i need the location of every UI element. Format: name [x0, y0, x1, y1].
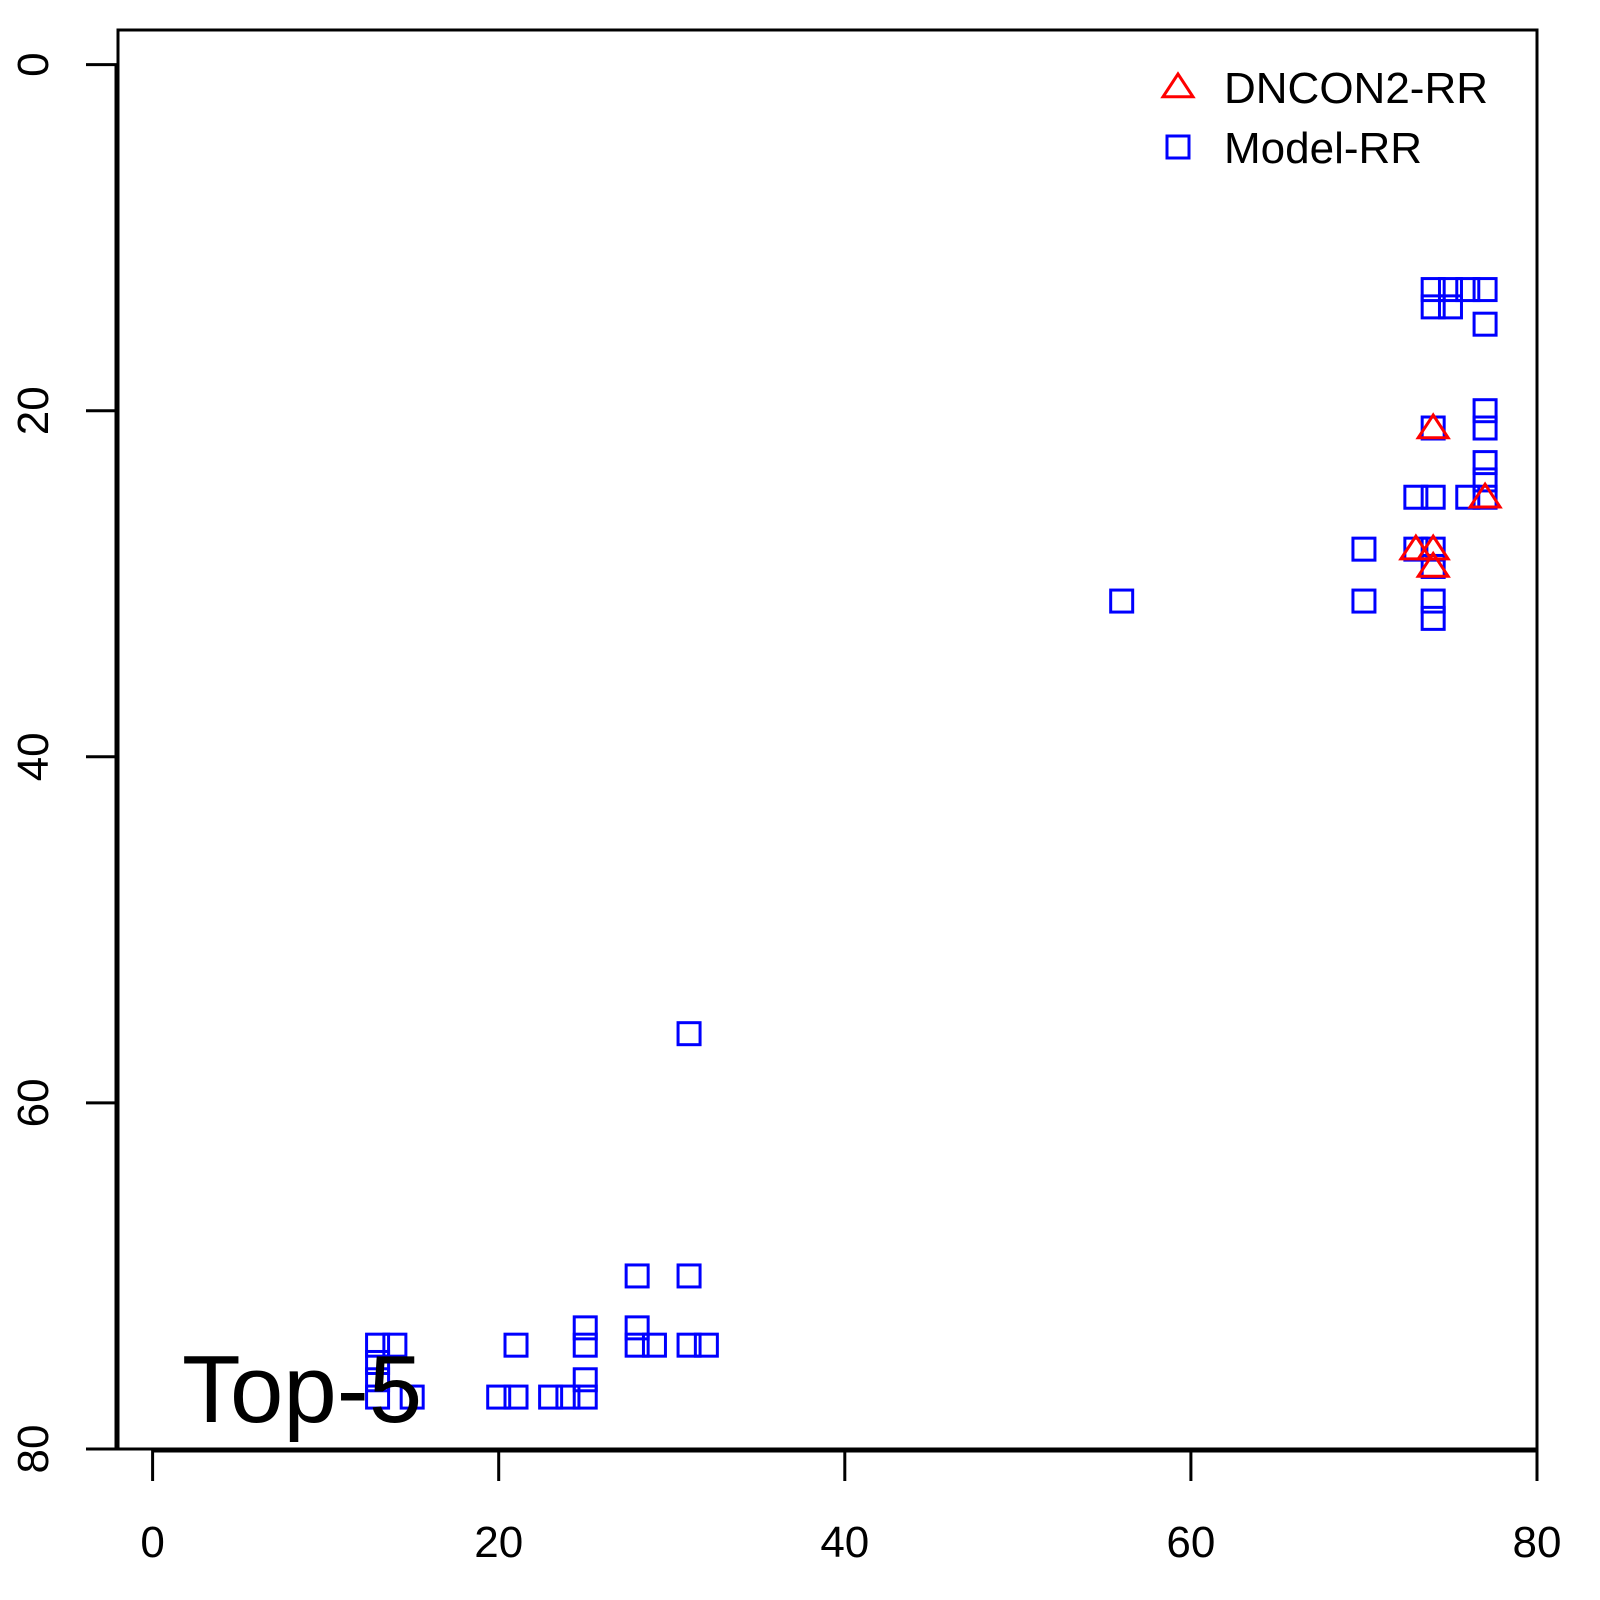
point [503, 1384, 529, 1410]
legend-label: DNCON2-RR [1224, 64, 1488, 113]
point [1467, 481, 1503, 509]
point [1415, 550, 1451, 578]
point [624, 1315, 650, 1341]
point [1420, 484, 1446, 510]
y-tick-label: 20 [9, 386, 58, 435]
point [1420, 605, 1446, 631]
point [1351, 536, 1377, 562]
legend-label: Model-RR [1224, 124, 1422, 173]
point [365, 1367, 391, 1393]
x-tick-label: 80 [1513, 1518, 1562, 1567]
legend-marker [1160, 71, 1196, 99]
y-tick-label: 40 [9, 732, 58, 781]
point [1437, 277, 1463, 303]
point [1109, 588, 1135, 614]
point [572, 1332, 598, 1358]
point [624, 1332, 650, 1358]
y-tick-label: 60 [9, 1078, 58, 1127]
point [1472, 467, 1498, 493]
point [503, 1332, 529, 1358]
point [1420, 277, 1446, 303]
point [1351, 588, 1377, 614]
x-tick-label: 40 [820, 1518, 869, 1567]
x-tick-label: 20 [474, 1518, 523, 1567]
point [1420, 294, 1446, 320]
point [1472, 311, 1498, 337]
annotation: Top-5 [182, 1336, 422, 1443]
plot-frame [116, 28, 1539, 1451]
point [365, 1349, 391, 1375]
point [1420, 588, 1446, 614]
point [1472, 277, 1498, 303]
point [538, 1384, 564, 1410]
point [641, 1332, 667, 1358]
point [624, 1263, 650, 1289]
point [572, 1367, 598, 1393]
point [572, 1384, 598, 1410]
point [1437, 294, 1463, 320]
point [676, 1263, 702, 1289]
x-tick-label: 0 [140, 1518, 164, 1567]
point [1415, 412, 1451, 440]
point [555, 1384, 581, 1410]
point [676, 1021, 702, 1047]
x-tick-label: 60 [1166, 1518, 1215, 1567]
point [1455, 277, 1481, 303]
point [1472, 450, 1498, 476]
point [572, 1315, 598, 1341]
point [1398, 533, 1434, 561]
legend-marker [1165, 134, 1191, 160]
y-tick-label: 80 [9, 1425, 58, 1474]
point [382, 1332, 408, 1358]
point [399, 1384, 425, 1410]
point [676, 1332, 702, 1358]
point [1403, 484, 1429, 510]
point [365, 1384, 391, 1410]
point [1415, 533, 1451, 561]
y-tick-label: 0 [9, 52, 58, 76]
point [486, 1384, 512, 1410]
point [1472, 398, 1498, 424]
point [693, 1332, 719, 1358]
point [1472, 415, 1498, 441]
point [365, 1332, 391, 1358]
